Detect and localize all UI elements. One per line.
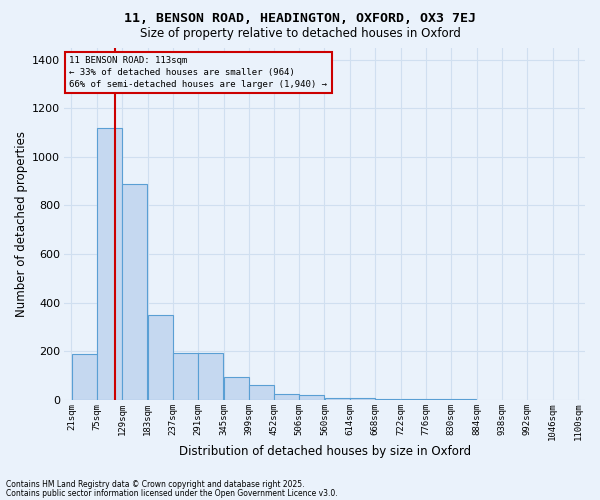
Bar bbox=[299, 395, 324, 400]
Text: Size of property relative to detached houses in Oxford: Size of property relative to detached ho… bbox=[140, 28, 460, 40]
Text: 11 BENSON ROAD: 113sqm
← 33% of detached houses are smaller (964)
66% of semi-de: 11 BENSON ROAD: 113sqm ← 33% of detached… bbox=[69, 56, 327, 89]
Bar bbox=[325, 398, 350, 400]
Bar bbox=[122, 184, 147, 400]
Text: Contains HM Land Registry data © Crown copyright and database right 2025.: Contains HM Land Registry data © Crown c… bbox=[6, 480, 305, 489]
Bar bbox=[249, 386, 274, 400]
Bar bbox=[224, 377, 248, 400]
Bar bbox=[274, 394, 299, 400]
Bar bbox=[148, 315, 173, 400]
Bar bbox=[350, 398, 375, 400]
Bar bbox=[72, 354, 97, 400]
Y-axis label: Number of detached properties: Number of detached properties bbox=[15, 130, 28, 316]
Text: 11, BENSON ROAD, HEADINGTON, OXFORD, OX3 7EJ: 11, BENSON ROAD, HEADINGTON, OXFORD, OX3… bbox=[124, 12, 476, 26]
Bar bbox=[199, 352, 223, 400]
X-axis label: Distribution of detached houses by size in Oxford: Distribution of detached houses by size … bbox=[179, 444, 471, 458]
Bar bbox=[173, 352, 198, 400]
Bar bbox=[376, 398, 400, 400]
Text: Contains public sector information licensed under the Open Government Licence v3: Contains public sector information licen… bbox=[6, 488, 338, 498]
Bar bbox=[401, 399, 425, 400]
Bar bbox=[97, 128, 122, 400]
